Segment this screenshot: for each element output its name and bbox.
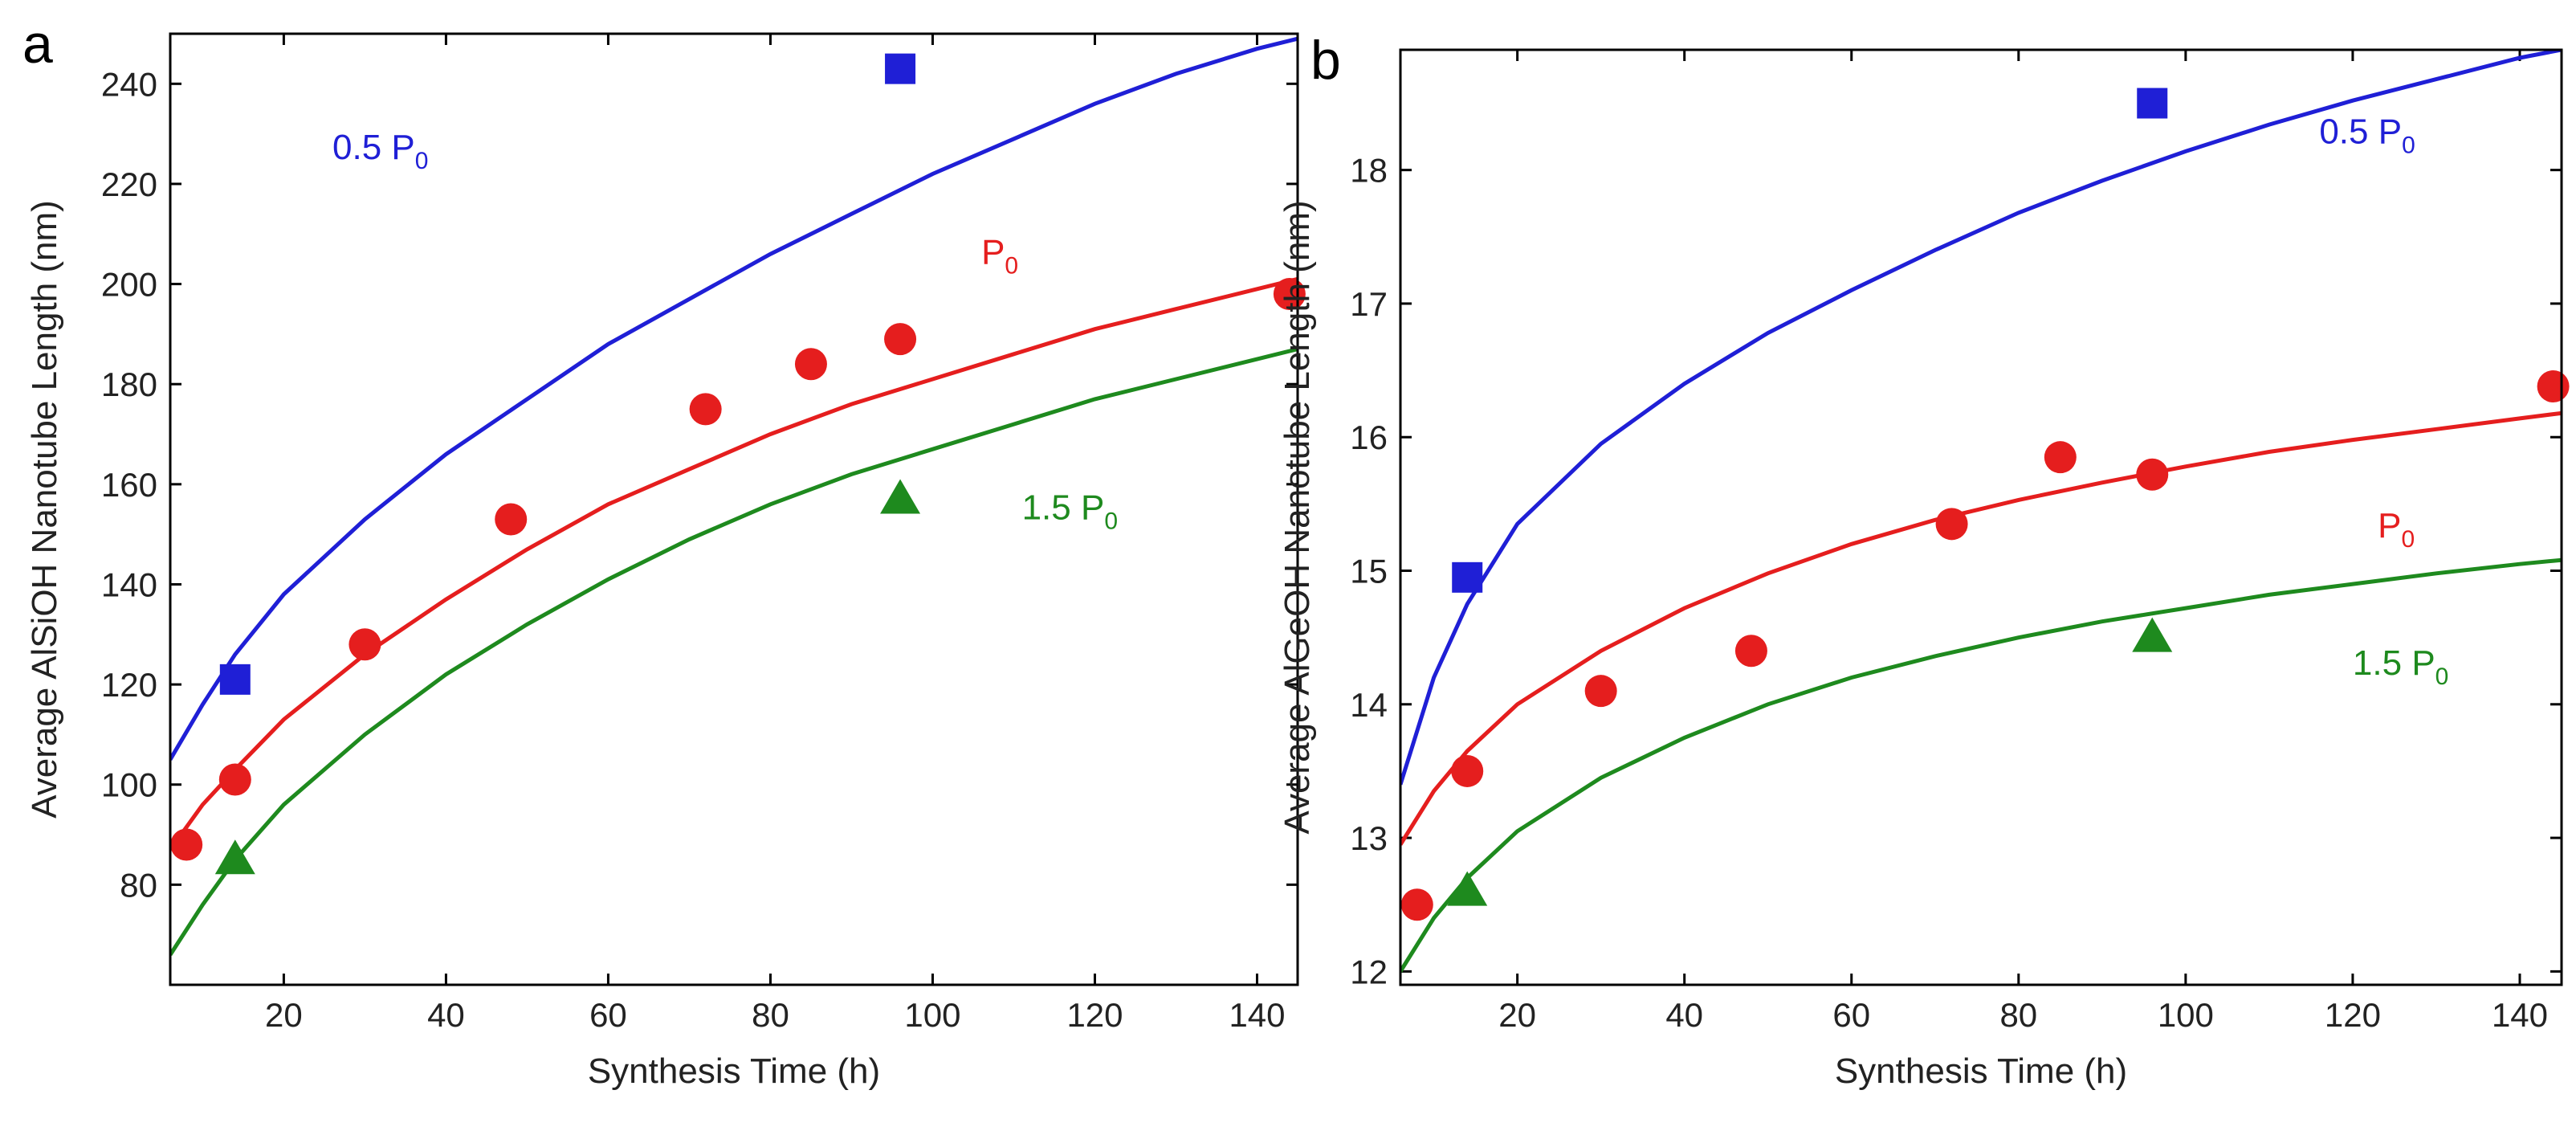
- y-tick-label: 12: [1350, 953, 1388, 990]
- y-tick-label: 240: [101, 65, 157, 103]
- series-label-p0: P0: [2378, 506, 2415, 553]
- marker-p0: [689, 393, 722, 426]
- x-tick-label: 20: [265, 996, 303, 1034]
- series-label-sub: 0: [2401, 526, 2415, 553]
- fit-line-p0: [170, 276, 1298, 851]
- series-label-0_5-p0: 0.5 P0: [2319, 112, 2415, 158]
- x-tick-label: 60: [1832, 996, 1870, 1034]
- series-label-sub: 0: [1005, 253, 1018, 280]
- marker-p0: [1734, 635, 1767, 668]
- marker-0_5-p0: [1452, 561, 1483, 593]
- marker-0_5-p0: [219, 663, 251, 695]
- panel-letter: b: [1310, 30, 1341, 91]
- y-axis-title: Average AlSiOH Nanotube Length (nm): [25, 200, 64, 819]
- fit-line-0_5-p0: [170, 36, 1298, 761]
- marker-p0: [1584, 675, 1617, 708]
- x-axis-title: Synthesis Time (h): [1835, 1051, 2127, 1091]
- marker-1_5-p0: [2132, 617, 2173, 652]
- panel-a: a 20 40 60 80 100 120 140 80 100 120 140 160 180 200 22…: [22, 14, 1306, 1091]
- y-tick-label: 180: [101, 365, 157, 403]
- fit-line-0_5-p0: [1400, 50, 2562, 786]
- series-label-0_5-p0: 0.5 P0: [332, 128, 428, 174]
- y-tick-label: 15: [1350, 553, 1388, 590]
- x-tick-label: 40: [1665, 996, 1703, 1034]
- marker-0_5-p0: [885, 53, 916, 84]
- marker-1_5-p0: [214, 839, 255, 875]
- y-axis-title: Average AlGeOH Nanotube Length (nm): [1278, 200, 1317, 834]
- series-label-sub: 0: [415, 148, 429, 174]
- panel-letter: a: [22, 14, 53, 75]
- marker-p0: [794, 348, 827, 381]
- series-label-1_5-p0: 1.5 P0: [2353, 643, 2448, 690]
- y-tick-label: 17: [1350, 285, 1388, 323]
- marker-p0: [348, 628, 381, 661]
- y-tick-label: 16: [1350, 419, 1388, 456]
- x-tick-label: 120: [2325, 996, 2381, 1034]
- marker-0_5-p0: [2137, 88, 2168, 119]
- fit-line-1_5-p0: [1400, 557, 2562, 973]
- y-tick-label: 14: [1350, 686, 1388, 724]
- series-label-sub: 0: [2435, 663, 2449, 690]
- series-label-main: 0.5 P: [2319, 112, 2402, 151]
- marker-p0: [2044, 441, 2077, 474]
- y-tick-label: 200: [101, 266, 157, 304]
- x-tick-label: 80: [1999, 996, 2037, 1034]
- fit-line-p0: [1400, 410, 2562, 846]
- x-tick-label: 20: [1498, 996, 1536, 1034]
- marker-1_5-p0: [880, 479, 921, 514]
- marker-p0: [1935, 508, 1968, 541]
- fit-line-1_5-p0: [170, 347, 1298, 956]
- marker-1_5-p0: [1447, 871, 1488, 906]
- series-label-sub: 0: [1104, 508, 1118, 534]
- marker-p0: [218, 763, 251, 796]
- x-tick-label: 60: [589, 996, 627, 1034]
- marker-p0: [1451, 754, 1484, 787]
- x-tick-label: 80: [752, 996, 789, 1034]
- marker-p0: [170, 828, 203, 861]
- plot-frame: [1399, 48, 2563, 986]
- x-tick-label: 100: [2158, 996, 2214, 1034]
- y-tick-label: 13: [1350, 819, 1388, 857]
- panel-b: b 20 40 60 80 100 120 140 12 13 14 15 16 17 18 Synthesi…: [1278, 30, 2570, 1091]
- x-tick-label: 100: [904, 996, 960, 1034]
- y-tick-label: 140: [101, 566, 157, 603]
- series-label-main: 1.5 P: [1022, 488, 1105, 527]
- marker-p0: [2537, 370, 2570, 403]
- y-tick-label: 220: [101, 165, 157, 203]
- series-label-1_5-p0: 1.5 P0: [1022, 488, 1118, 534]
- series-label-sub: 0: [2402, 132, 2415, 158]
- x-tick-label: 40: [427, 996, 465, 1034]
- x-axis-title: Synthesis Time (h): [588, 1051, 880, 1091]
- marker-p0: [2136, 458, 2169, 491]
- y-tick-label: 18: [1350, 152, 1388, 190]
- series-label-main: P: [981, 233, 1005, 272]
- y-tick-label: 120: [101, 666, 157, 704]
- x-tick-label: 140: [2492, 996, 2548, 1034]
- plot-frame: [169, 32, 1299, 986]
- y-tick-label: 160: [101, 466, 157, 504]
- marker-p0: [495, 503, 528, 536]
- series-label-p0: P0: [981, 233, 1018, 280]
- x-tick-label: 140: [1229, 996, 1285, 1034]
- y-tick-label: 80: [120, 866, 157, 904]
- series-label-main: 1.5 P: [2353, 643, 2435, 683]
- series-label-main: 0.5 P: [332, 128, 415, 167]
- x-tick-label: 120: [1066, 996, 1123, 1034]
- marker-p0: [1400, 888, 1433, 921]
- series-label-main: P: [2378, 506, 2401, 545]
- marker-p0: [884, 323, 917, 356]
- y-tick-label: 100: [101, 766, 157, 804]
